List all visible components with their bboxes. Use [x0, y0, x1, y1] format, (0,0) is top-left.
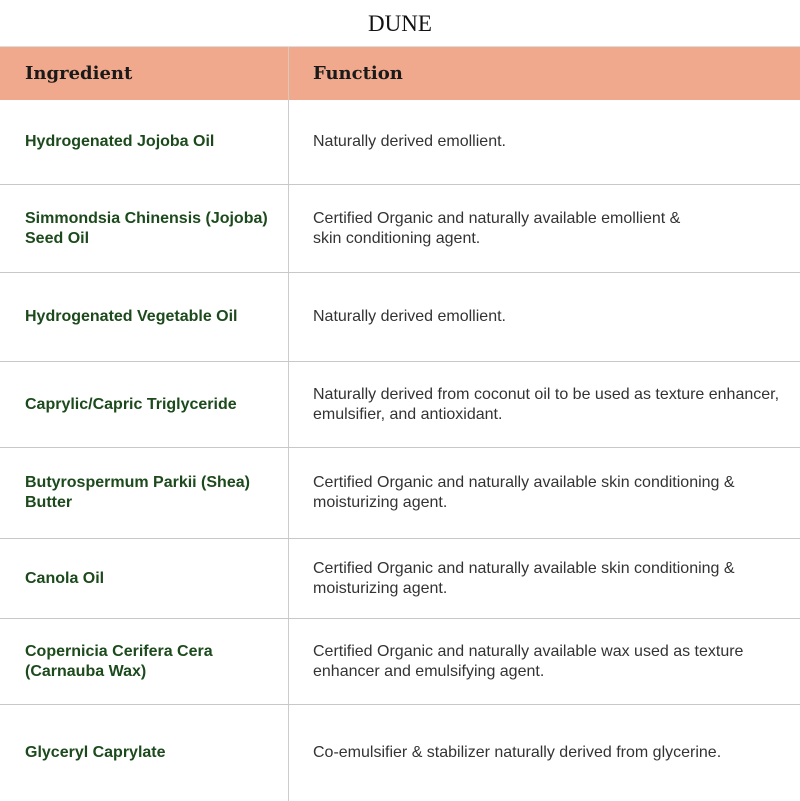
header-ingredient: Ingredient	[0, 47, 289, 100]
ingredient-function: Co-emulsifier & stabilizer naturally der…	[313, 744, 722, 761]
ingredient-name: Simmondsia Chinensis (Jojoba) Seed Oil	[0, 185, 289, 272]
ingredient-function: Naturally derived emollient.	[313, 133, 506, 150]
table-row: Butyrospermum Parkii (Shea) Butter Certif…	[0, 448, 800, 539]
ingredient-function: Certified Organic and naturally availabl…	[313, 642, 744, 680]
ingredient-function: Naturally derived from coconut oil to be…	[313, 385, 780, 423]
table-row: Glyceryl Caprylate Co-emulsifier & stabil…	[0, 705, 800, 801]
ingredient-name: Copernicia Cerifera Cera (Carnauba Wax)	[0, 619, 289, 704]
table-row: Hydrogenated Vegetable Oil Naturally deri…	[0, 273, 800, 362]
ingredient-function: Naturally derived emollient.	[313, 308, 506, 325]
table-row: Canola Oil Certified Organic and naturall…	[0, 539, 800, 619]
table-row: Copernicia Cerifera Cera (Carnauba Wax) C…	[0, 619, 800, 705]
ingredient-function: Certified Organic and naturally availabl…	[313, 474, 735, 511]
ingredient-name: Hydrogenated Vegetable Oil	[0, 273, 289, 361]
header-function: Function	[313, 63, 403, 84]
table-row: Hydrogenated Jojoba Oil Naturally derived…	[0, 100, 800, 185]
ingredient-name: Hydrogenated Jojoba Oil	[0, 100, 289, 184]
ingredient-table: Hydrogenated Jojoba Oil Naturally derived…	[0, 100, 800, 801]
ingredient-name: Canola Oil	[0, 539, 289, 618]
table-row: Simmondsia Chinensis (Jojoba) Seed Oil Ce…	[0, 185, 800, 273]
page-title: DUNE	[0, 0, 800, 47]
ingredient-name: Glyceryl Caprylate	[0, 705, 289, 801]
table-header: Ingredient Function	[0, 47, 800, 100]
table-row: Caprylic/Capric Triglyceride Naturally de…	[0, 362, 800, 448]
ingredient-function: Certified Organic and naturally availabl…	[313, 209, 681, 247]
ingredient-function: Certified Organic and naturally availabl…	[313, 559, 735, 597]
ingredient-name: Caprylic/Capric Triglyceride	[0, 362, 289, 447]
ingredient-name: Butyrospermum Parkii (Shea) Butter	[0, 448, 289, 538]
